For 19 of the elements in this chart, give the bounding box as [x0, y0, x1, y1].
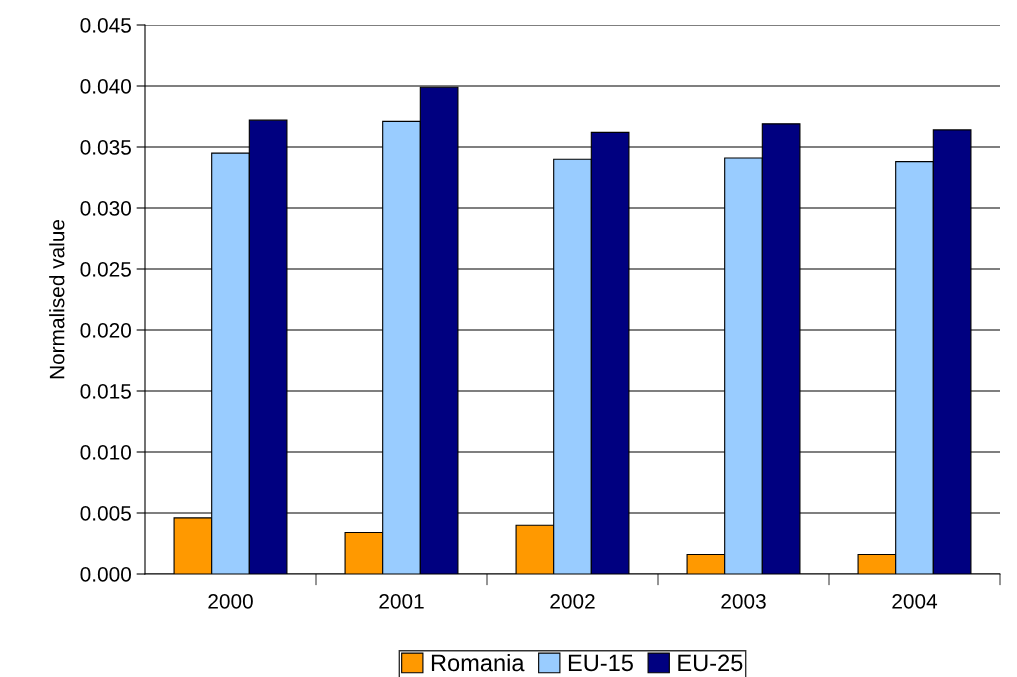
y-tick-label: 0.045: [80, 18, 131, 33]
y-tick-label: 0.010: [80, 445, 131, 460]
y-tick-label: 0.015: [80, 384, 131, 399]
y-tick-label: 0.025: [80, 262, 131, 277]
x-tick-label: 2000: [208, 593, 253, 609]
y-tick-label: 0.035: [80, 140, 131, 155]
x-tick-label: 2002: [550, 593, 595, 609]
y-tick-label: 0.000: [80, 567, 131, 582]
legend-label: EU-25: [678, 654, 743, 672]
legend-label: EU-15: [568, 654, 633, 672]
y-tick-label: 0.040: [80, 79, 131, 94]
y-tick-label: 0.005: [80, 506, 131, 521]
legend-label: Romania: [431, 653, 525, 672]
y-axis-title: Normalised value: [49, 219, 65, 379]
y-tick-label: 0.030: [80, 201, 131, 216]
x-tick-label: 2001: [379, 593, 424, 609]
x-tick-label: 2004: [892, 593, 938, 609]
x-tick-label: 2003: [721, 593, 766, 609]
y-tick-label: 0.020: [80, 323, 131, 338]
